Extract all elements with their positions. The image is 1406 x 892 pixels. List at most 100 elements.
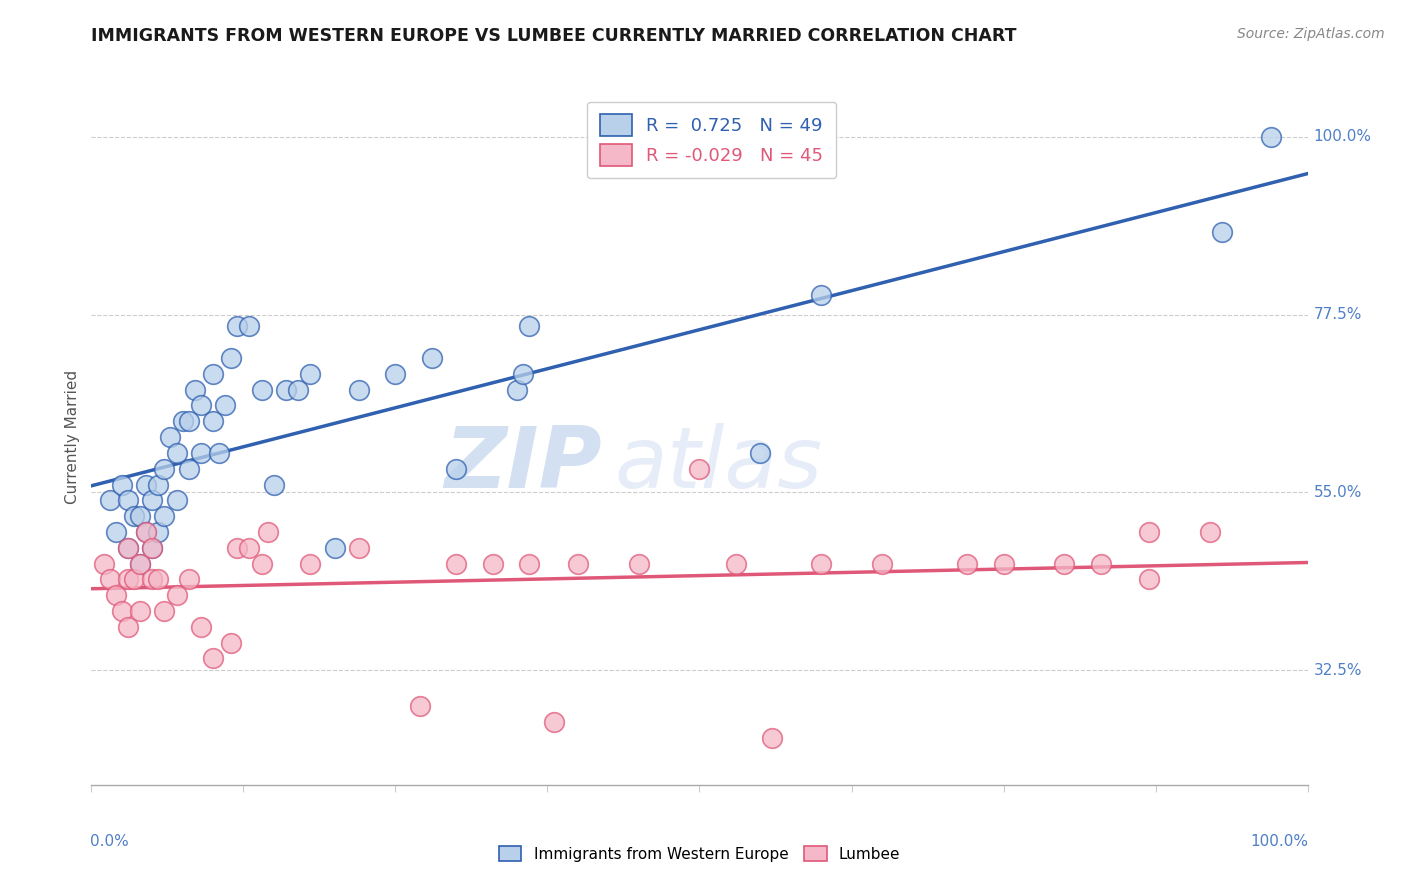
Point [148, 573, 170, 587]
Point [148, 477, 170, 491]
Point [98, 573, 121, 587]
Point [129, 509, 152, 524]
Point [347, 383, 370, 397]
Point [141, 573, 163, 587]
Text: 55.0%: 55.0% [1313, 485, 1362, 500]
Point [238, 541, 260, 555]
Point [250, 557, 273, 571]
Point [111, 604, 134, 618]
Point [517, 319, 540, 334]
Point [135, 524, 157, 539]
Point [409, 698, 432, 713]
Point [93, 557, 115, 571]
Point [153, 461, 176, 475]
Point [1139, 573, 1161, 587]
Point [172, 414, 194, 428]
Point [141, 493, 163, 508]
Text: ZIP: ZIP [444, 424, 602, 507]
Point [219, 351, 242, 365]
Text: atlas: atlas [614, 424, 823, 507]
Text: 77.5%: 77.5% [1313, 307, 1362, 322]
Point [512, 367, 534, 381]
Point [481, 557, 503, 571]
Point [122, 573, 145, 587]
Point [202, 651, 225, 665]
Point [1090, 557, 1112, 571]
Point [810, 287, 832, 301]
Text: 100.0%: 100.0% [1313, 129, 1372, 145]
Text: 32.5%: 32.5% [1313, 663, 1362, 678]
Point [135, 524, 157, 539]
Point [219, 635, 242, 649]
Point [870, 557, 893, 571]
Point [749, 446, 772, 460]
Point [135, 477, 157, 491]
Point [993, 557, 1015, 571]
Point [129, 557, 152, 571]
Point [956, 557, 979, 571]
Point [1053, 557, 1076, 571]
Point [444, 461, 467, 475]
Point [724, 557, 747, 571]
Point [153, 509, 176, 524]
Point [517, 557, 540, 571]
Point [1211, 225, 1233, 239]
Point [190, 399, 212, 413]
Point [299, 367, 322, 381]
Point [287, 383, 309, 397]
Point [761, 731, 783, 745]
Point [256, 524, 278, 539]
Point [177, 461, 200, 475]
Point [323, 541, 346, 555]
Point [384, 367, 406, 381]
Point [238, 319, 260, 334]
Point [117, 493, 139, 508]
Point [177, 573, 200, 587]
Point [347, 541, 370, 555]
Point [104, 588, 127, 602]
Text: IMMIGRANTS FROM WESTERN EUROPE VS LUMBEE CURRENTLY MARRIED CORRELATION CHART: IMMIGRANTS FROM WESTERN EUROPE VS LUMBEE… [91, 27, 1017, 45]
Text: 0.0%: 0.0% [90, 834, 129, 848]
Point [177, 414, 200, 428]
Point [214, 399, 236, 413]
Point [226, 319, 249, 334]
Point [1199, 524, 1222, 539]
Point [274, 383, 297, 397]
Point [111, 477, 134, 491]
Legend: Immigrants from Western Europe, Lumbee: Immigrants from Western Europe, Lumbee [492, 839, 907, 868]
Point [226, 541, 249, 555]
Point [444, 557, 467, 571]
Point [122, 509, 145, 524]
Point [627, 557, 650, 571]
Point [166, 446, 188, 460]
Text: 100.0%: 100.0% [1251, 834, 1309, 848]
Point [299, 557, 322, 571]
Y-axis label: Currently Married: Currently Married [65, 370, 80, 504]
Point [117, 620, 139, 634]
Point [166, 493, 188, 508]
Point [153, 604, 176, 618]
Point [1260, 129, 1282, 144]
Point [129, 604, 152, 618]
Point [190, 620, 212, 634]
Point [506, 383, 529, 397]
Point [202, 414, 225, 428]
Point [159, 430, 181, 444]
Point [117, 541, 139, 555]
Point [420, 351, 443, 365]
Point [117, 573, 139, 587]
Point [166, 588, 188, 602]
Point [543, 714, 565, 729]
Point [263, 477, 285, 491]
Point [250, 383, 273, 397]
Point [190, 446, 212, 460]
Point [208, 446, 231, 460]
Point [98, 493, 121, 508]
Point [129, 557, 152, 571]
Point [810, 557, 832, 571]
Point [184, 383, 207, 397]
Point [688, 461, 710, 475]
Point [202, 367, 225, 381]
Point [1139, 524, 1161, 539]
Text: Source: ZipAtlas.com: Source: ZipAtlas.com [1237, 27, 1385, 41]
